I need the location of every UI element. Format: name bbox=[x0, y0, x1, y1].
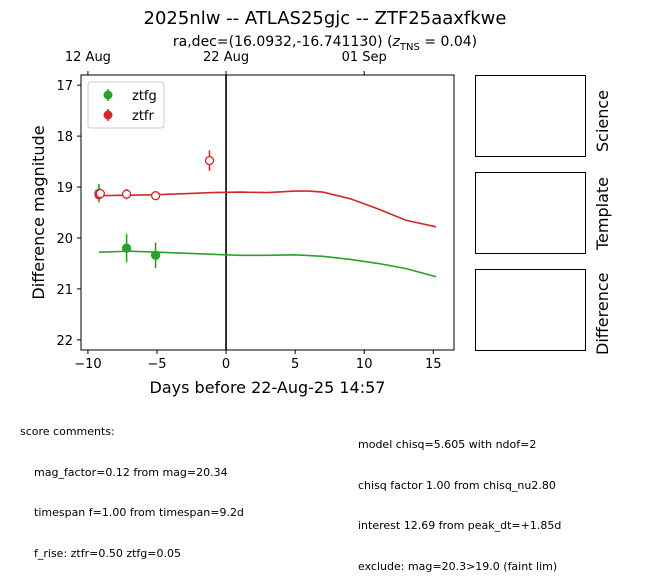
subtitle-tns: TNS bbox=[399, 41, 420, 53]
data-point-ztfr bbox=[95, 189, 105, 199]
model-comment-line: model chisq=5.605 with ndof=2 bbox=[358, 438, 537, 451]
legend: ztfg ztfr bbox=[87, 81, 165, 129]
score-comments: score comments: mag_factor=0.12 from mag… bbox=[20, 398, 244, 574]
data-point-ztfg bbox=[150, 250, 161, 260]
subtitle: ra,dec=(16.0932,-16.741130) (zTNS = 0.04… bbox=[0, 34, 650, 53]
difference-cutout bbox=[475, 269, 586, 351]
subtitle-z: z bbox=[392, 34, 400, 50]
x-tick-label: −10 bbox=[74, 357, 101, 372]
model-comment-line: interest 12.69 from peak_dt=+1.85d bbox=[358, 519, 562, 532]
top-tick-label: 12 Aug bbox=[65, 50, 111, 65]
y-tick-label: 22 bbox=[56, 334, 73, 349]
score-comment-line: timespan f=1.00 from timespan=9.2d bbox=[34, 506, 244, 519]
model-comment-line: chisq factor 1.00 from chisq_nu2.80 bbox=[358, 478, 556, 492]
x-tick-label: 0 bbox=[222, 357, 230, 372]
y-axis-label: Difference magnitude bbox=[29, 125, 48, 299]
legend-label-ztfr: ztfr bbox=[132, 109, 154, 124]
data-point-ztfg bbox=[121, 243, 132, 253]
light-curve-chart: −10 −5 0 5 10 15 17 18 19 20 21 22 12 Aug 22 Aug 01 Se… bbox=[29, 50, 455, 397]
subtitle-redshift: = 0.04) bbox=[419, 34, 478, 50]
data-point-ztfr bbox=[150, 191, 161, 201]
score-comment-line: f_rise: ztfr=0.50 ztfg=0.05 bbox=[34, 546, 181, 560]
x-tick-label: 5 bbox=[291, 357, 299, 372]
data-point-ztfr bbox=[204, 155, 215, 166]
template-cutout bbox=[475, 172, 586, 254]
page-title: 2025nlw -- ATLAS25gjc -- ZTF25aaxfkwe bbox=[143, 8, 507, 29]
top-tick-label: 01 Sep bbox=[342, 50, 387, 65]
x-tick-label: −5 bbox=[147, 357, 166, 372]
legend-marker-ztfr bbox=[103, 110, 113, 120]
legend-marker-ztfg bbox=[103, 90, 113, 100]
subtitle-coords: ra,dec=(16.0932,-16.741130) ( bbox=[172, 34, 393, 50]
difference-label: Difference bbox=[593, 272, 612, 355]
science-cutout bbox=[475, 75, 586, 157]
y-tick-label: 21 bbox=[56, 283, 73, 298]
template-label: Template bbox=[593, 176, 612, 250]
top-tick-label: 22 Aug bbox=[203, 50, 249, 65]
y-tick-label: 19 bbox=[56, 181, 73, 196]
score-comment-line: mag_factor=0.12 from mag=20.34 bbox=[34, 465, 228, 479]
y-tick-label: 20 bbox=[56, 232, 73, 247]
model-comments: model chisq=5.605 with ndof=2 chisq fact… bbox=[358, 411, 561, 587]
data-point-ztfr bbox=[121, 189, 132, 199]
y-tick-label: 18 bbox=[56, 130, 73, 145]
x-axis-label: Days before 22-Aug-25 14:57 bbox=[150, 378, 386, 397]
x-tick-label: 10 bbox=[356, 357, 373, 372]
score-comments-heading: score comments: bbox=[20, 425, 115, 438]
legend-label-ztfg: ztfg bbox=[132, 89, 157, 104]
x-tick-label: 15 bbox=[425, 357, 442, 372]
model-line-ztfr bbox=[98, 190, 437, 228]
science-label: Science bbox=[593, 89, 612, 152]
model-comment-line: exclude: mag=20.3>19.0 (faint lim) bbox=[358, 559, 558, 573]
y-tick-label: 17 bbox=[56, 79, 73, 94]
